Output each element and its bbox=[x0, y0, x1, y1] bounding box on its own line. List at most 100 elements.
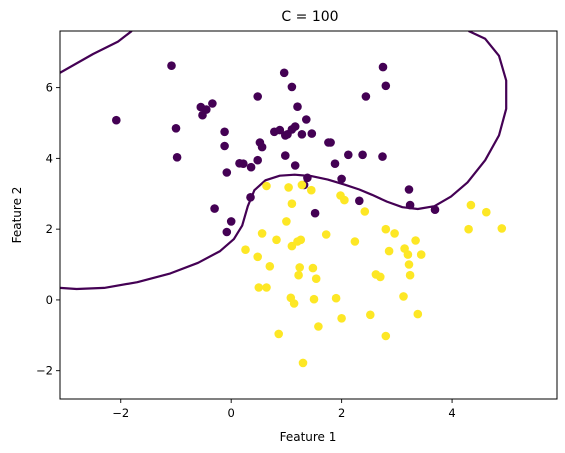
data-point-class-0 bbox=[381, 81, 391, 91]
data-point-class-0 bbox=[246, 162, 256, 172]
data-point-class-1 bbox=[311, 274, 321, 284]
data-point-class-0 bbox=[330, 159, 340, 168]
data-point-class-0 bbox=[404, 185, 414, 194]
data-point-class-0 bbox=[210, 204, 219, 213]
data-point-class-0 bbox=[344, 150, 353, 160]
data-point-class-0 bbox=[378, 152, 387, 161]
decision-boundary-segment-1 bbox=[60, 31, 508, 291]
data-point-class-1 bbox=[296, 235, 306, 245]
data-point-class-0 bbox=[253, 92, 262, 101]
data-point-class-1 bbox=[265, 262, 275, 271]
data-point-class-0 bbox=[405, 200, 415, 210]
data-point-class-1 bbox=[298, 358, 308, 368]
data-point-class-0 bbox=[310, 208, 320, 218]
data-point-class-1 bbox=[282, 217, 291, 226]
data-point-class-0 bbox=[222, 168, 232, 177]
data-point-class-0 bbox=[220, 127, 229, 137]
data-point-class-0 bbox=[222, 227, 232, 237]
data-point-class-0 bbox=[378, 62, 388, 72]
x-axis-ticks: −2 0 2 4 bbox=[112, 399, 456, 420]
data-point-class-1 bbox=[350, 237, 360, 246]
data-point-class-0 bbox=[358, 150, 367, 160]
data-point-class-0 bbox=[226, 217, 236, 226]
data-point-class-1 bbox=[464, 224, 473, 234]
data-point-class-1 bbox=[376, 272, 385, 282]
data-point-class-0 bbox=[198, 110, 207, 120]
data-point-class-1 bbox=[466, 200, 476, 210]
data-point-class-1 bbox=[321, 230, 331, 239]
data-point-class-0 bbox=[361, 92, 371, 101]
data-point-class-1 bbox=[274, 329, 284, 339]
data-point-class-1 bbox=[497, 224, 507, 233]
data-point-class-1 bbox=[337, 314, 346, 323]
data-point-class-0 bbox=[246, 193, 255, 202]
data-point-class-0 bbox=[290, 122, 300, 131]
data-point-class-1 bbox=[254, 283, 264, 292]
data-point-class-1 bbox=[381, 331, 391, 341]
data-point-class-1 bbox=[297, 180, 307, 190]
axes-frame bbox=[59, 30, 558, 400]
data-point-class-1 bbox=[366, 310, 375, 320]
data-point-class-1 bbox=[253, 252, 262, 262]
x-tick-label: −2 bbox=[112, 406, 129, 420]
data-point-class-0 bbox=[167, 61, 176, 70]
data-point-class-1 bbox=[413, 309, 423, 319]
data-point-class-1 bbox=[284, 183, 293, 192]
data-point-class-1 bbox=[308, 263, 318, 273]
x-tick-label: 4 bbox=[448, 406, 455, 420]
data-point-class-1 bbox=[411, 236, 420, 245]
data-point-class-1 bbox=[416, 250, 426, 259]
data-point-class-1 bbox=[405, 270, 415, 280]
data-point-class-0 bbox=[287, 82, 297, 92]
plot-area bbox=[59, 30, 558, 400]
data-point-class-0 bbox=[297, 130, 307, 139]
data-point-class-0 bbox=[326, 138, 335, 147]
data-point-class-1 bbox=[399, 292, 408, 301]
data-point-class-0 bbox=[281, 151, 290, 160]
data-point-class-1 bbox=[404, 260, 414, 269]
data-point-class-1 bbox=[262, 181, 271, 191]
data-point-class-1 bbox=[381, 224, 391, 234]
y-tick-label: 2 bbox=[46, 222, 53, 236]
data-point-class-0 bbox=[253, 155, 262, 165]
data-point-class-1 bbox=[331, 293, 341, 303]
data-point-class-1 bbox=[309, 294, 319, 304]
data-point-class-0 bbox=[112, 115, 121, 125]
data-point-class-1 bbox=[262, 283, 271, 292]
data-point-class-1 bbox=[272, 235, 281, 245]
data-point-class-0 bbox=[290, 161, 300, 170]
data-point-class-0 bbox=[303, 173, 312, 183]
data-point-class-1 bbox=[340, 195, 349, 205]
data-point-class-1 bbox=[390, 229, 399, 238]
data-point-class-0 bbox=[172, 153, 182, 162]
y-axis-ticks: −2 0 2 4 6 bbox=[36, 81, 60, 378]
data-point-class-0 bbox=[275, 125, 285, 135]
data-point-class-1 bbox=[307, 185, 316, 195]
data-point-class-0 bbox=[239, 159, 248, 168]
chart-title: C = 100 bbox=[281, 9, 338, 25]
data-point-class-0 bbox=[171, 124, 181, 133]
data-point-class-0 bbox=[302, 115, 311, 124]
data-point-class-0 bbox=[220, 141, 229, 151]
data-point-class-1 bbox=[287, 199, 297, 208]
data-point-class-1 bbox=[289, 299, 299, 308]
data-point-class-1 bbox=[384, 246, 394, 256]
data-point-class-0 bbox=[307, 129, 317, 138]
data-point-class-1 bbox=[241, 245, 250, 254]
data-point-class-0 bbox=[430, 205, 440, 214]
data-point-class-0 bbox=[355, 196, 364, 206]
y-tick-label: 0 bbox=[46, 293, 53, 307]
data-point-class-0 bbox=[279, 68, 289, 78]
y-tick-label: −2 bbox=[36, 364, 53, 378]
data-point-class-0 bbox=[293, 102, 302, 111]
decision-boundary-segment-0 bbox=[60, 31, 133, 74]
data-point-class-1 bbox=[403, 250, 413, 259]
y-tick-label: 6 bbox=[46, 81, 53, 95]
data-point-class-0 bbox=[257, 142, 267, 152]
data-point-class-1 bbox=[295, 263, 305, 272]
y-tick-label: 4 bbox=[46, 151, 53, 165]
data-point-class-1 bbox=[257, 229, 267, 238]
data-point-class-1 bbox=[294, 270, 303, 280]
